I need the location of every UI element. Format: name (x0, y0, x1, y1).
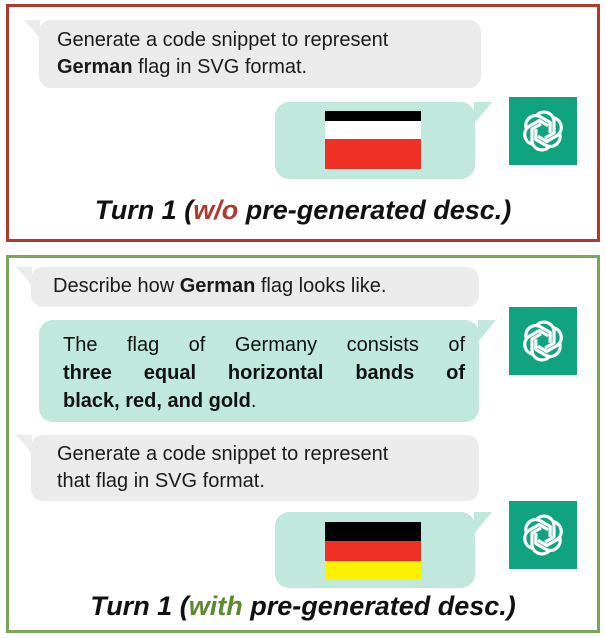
assistant-response-bubble (275, 512, 492, 588)
description-line-2: three equal horizontal bands of (63, 362, 465, 384)
flag-svg-output (325, 522, 421, 580)
assistant-response-bubble (275, 102, 492, 179)
flag-svg-output (325, 111, 421, 169)
flag-band-middle (325, 121, 421, 139)
caption-suffix: pre-generated desc.) (238, 195, 512, 225)
caption-highlight-with: with (188, 591, 243, 621)
panel-without-description: Generate a code snippet to represent Ger… (6, 4, 600, 242)
prompt-line-1: Generate a code snippet to represent (57, 29, 389, 51)
prompt-line-2: German flag in SVG format. (57, 54, 481, 81)
description-line-3: black, red, and gold. (63, 390, 257, 412)
user-prompt-bubble: Generate a code snippet to represent tha… (16, 435, 479, 501)
flag-band-black (325, 522, 421, 541)
flag-band-bottom (325, 139, 421, 169)
caption-prefix: Turn 1 ( (94, 195, 194, 225)
chatgpt-logo-icon (509, 97, 577, 165)
chatgpt-logo-icon (509, 501, 577, 569)
user-prompt-bubble: Generate a code snippet to represent Ger… (24, 20, 481, 88)
caption-highlight-wo: w/o (193, 195, 239, 225)
panel1-caption: Turn 1 (w/o pre-generated desc.) (9, 195, 597, 226)
description-line-1: The flag of Germany consists of (63, 334, 465, 356)
caption-suffix: pre-generated desc.) (242, 591, 516, 621)
assistant-description-bubble: The flag of Germany consists of three eq… (39, 320, 496, 422)
chatgpt-logo-icon (509, 307, 577, 375)
prompt-line-2-rest: flag in SVG format. (132, 56, 308, 78)
flag-band-red (325, 541, 421, 561)
flag-band-gold (325, 561, 421, 580)
describe-before: Describe how (53, 275, 180, 297)
prompt2-line-2: that flag in SVG format. (57, 470, 265, 492)
user-describe-bubble: Describe how German flag looks like. (16, 267, 479, 307)
prompt2-line-1: Generate a code snippet to represent (57, 443, 389, 465)
panel2-caption: Turn 1 (with pre-generated desc.) (9, 591, 597, 622)
prompt-bold-country: German (57, 56, 133, 78)
describe-after: flag looks like. (255, 275, 387, 297)
panel-with-description: Describe how German flag looks like. The… (6, 255, 600, 633)
describe-bold-country: German (179, 275, 256, 297)
flag-band-top (325, 111, 421, 121)
caption-prefix: Turn 1 ( (90, 591, 189, 621)
